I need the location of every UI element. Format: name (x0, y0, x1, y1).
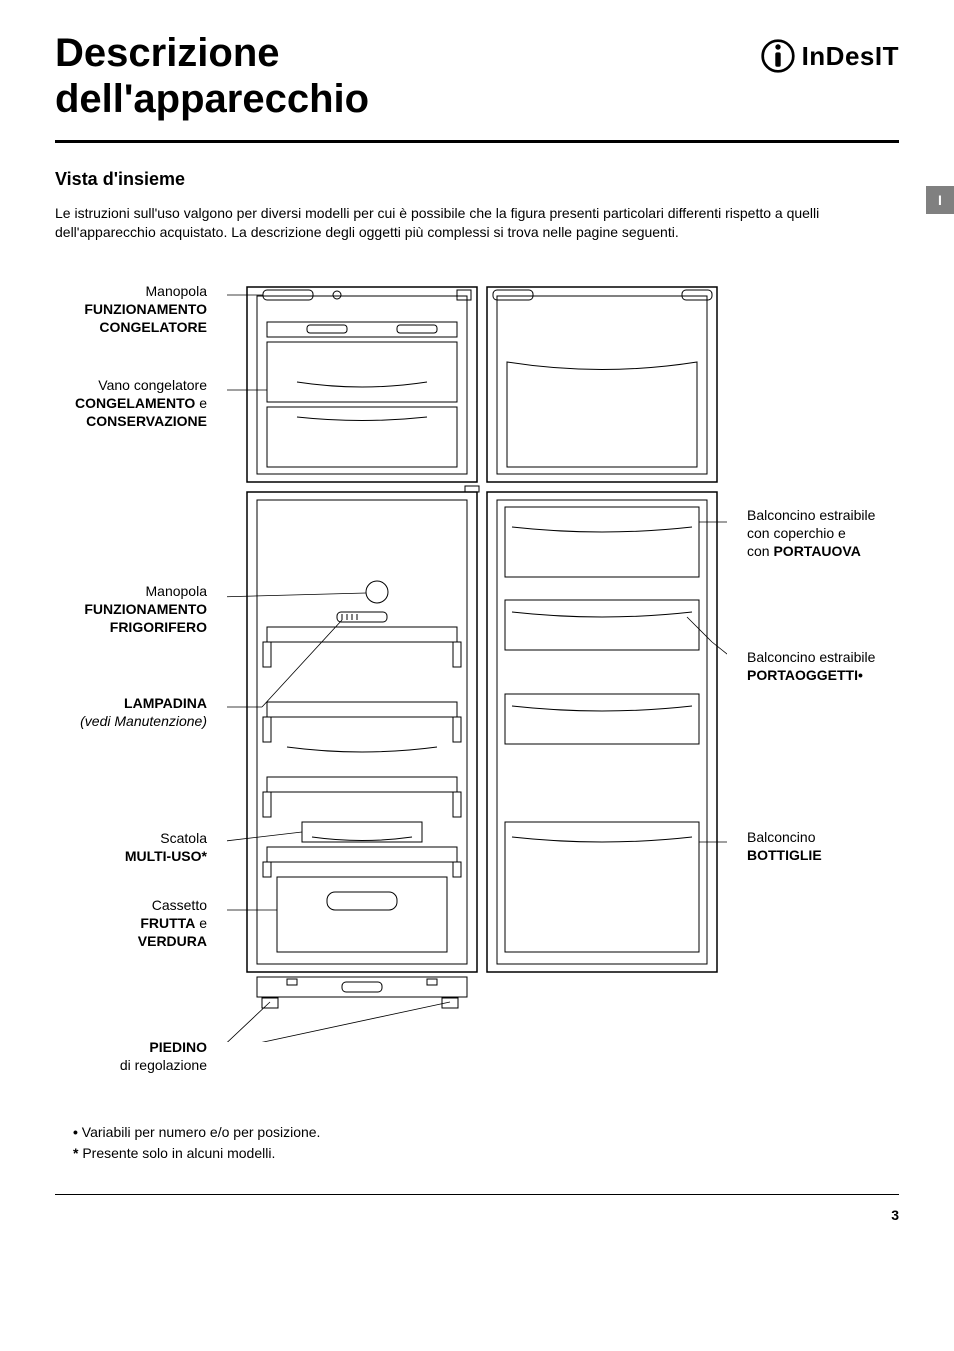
footnotes: • Variabili per numero e/o per posizione… (73, 1122, 899, 1164)
intro-paragraph: Le istruzioni sull'uso valgono per diver… (55, 204, 899, 242)
callout-freezer-knob: Manopola FUNZIONAMENTO CONGELATORE (57, 282, 207, 337)
page-number: 3 (55, 1207, 899, 1223)
page-title: Descrizione dell'apparecchio (55, 30, 369, 122)
callout-object-shelf: Balconcino estraibile PORTAOGGETTI• (747, 648, 917, 684)
subheading: Vista d'insieme (55, 169, 899, 190)
fridge-illustration (227, 282, 727, 1042)
brand-icon (760, 38, 796, 74)
footnote-variabili: • Variabili per numero e/o per posizione… (73, 1122, 899, 1143)
appliance-diagram: Manopola FUNZIONAMENTO CONGELATORE Vano … (57, 282, 897, 1082)
brand-logo: InDesIT (760, 38, 899, 74)
callout-drawer: Cassetto FRUTTA e VERDURA (57, 896, 207, 951)
callout-fridge-knob: Manopola FUNZIONAMENTO FRIGORIFERO (57, 582, 207, 637)
callout-bottle-shelf: Balconcino BOTTIGLIE (747, 828, 917, 864)
footnote-presente: * Presente solo in alcuni modelli. (73, 1143, 899, 1164)
callout-lamp: LAMPADINA (vedi Manutenzione) (57, 694, 207, 730)
title-line-2: dell'apparecchio (55, 77, 369, 121)
callout-multiuso-box: Scatola MULTI-USO* (57, 829, 207, 865)
callout-freezer-compartment: Vano congelatore CONGELAMENTO e CONSERVA… (37, 376, 207, 431)
header-rule (55, 140, 899, 143)
language-tab: I (926, 186, 954, 214)
title-line-1: Descrizione (55, 31, 280, 75)
brand-text: InDesIT (802, 41, 899, 72)
callout-foot: PIEDINO di regolazione (57, 1038, 207, 1074)
callout-egg-shelf: Balconcino estraibile con coperchio e co… (747, 506, 917, 561)
footer-rule (55, 1194, 899, 1195)
